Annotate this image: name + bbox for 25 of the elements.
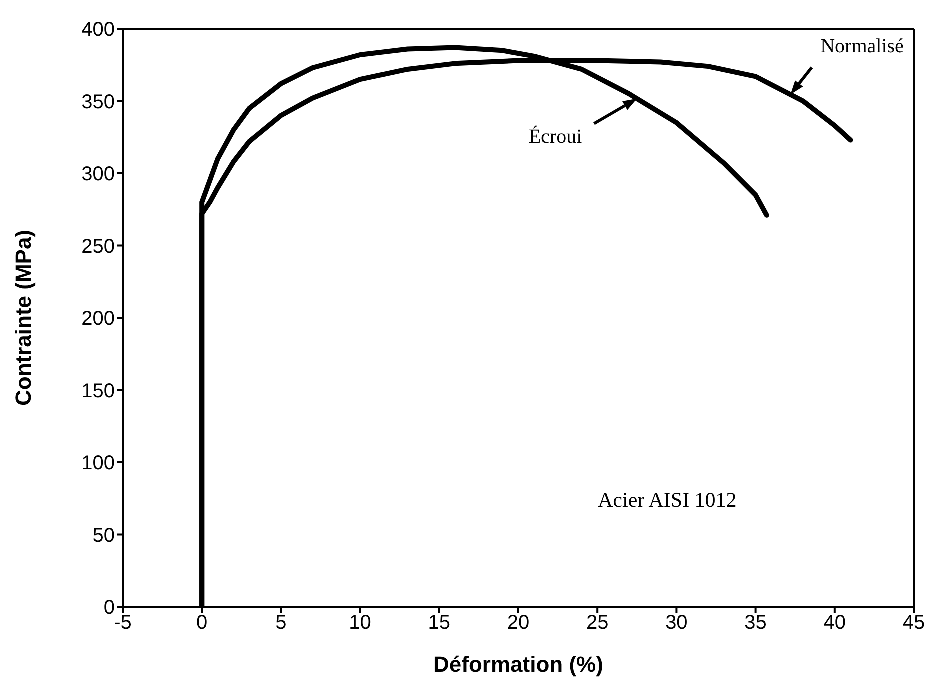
x-tick-label: 0 xyxy=(196,612,208,634)
x-tick-label: 20 xyxy=(507,612,530,634)
y-tick-label: 150 xyxy=(82,380,115,402)
y-axis-title: Contrainte (MPa) xyxy=(10,230,36,406)
x-axis-title: Déformation (%) xyxy=(434,652,604,677)
x-tick-label: 5 xyxy=(276,612,287,634)
x-tick-label: 35 xyxy=(744,612,767,634)
x-tick-label: 25 xyxy=(586,612,609,634)
x-tick-label: 40 xyxy=(824,612,846,634)
x-tick-label: 15 xyxy=(428,612,451,634)
y-tick-label: 300 xyxy=(82,164,115,186)
text: Normalisé xyxy=(820,36,904,58)
x-tick-label: 30 xyxy=(666,612,688,634)
y-tick-label: 350 xyxy=(82,91,115,114)
y-tick-label: 100 xyxy=(82,452,115,475)
x-tick-label: 45 xyxy=(902,612,926,634)
annotation: Acier AISI 1012 xyxy=(598,488,737,513)
text: Écroui xyxy=(528,124,583,148)
y-tick-label: 50 xyxy=(92,524,115,547)
y-tick-label: 0 xyxy=(104,597,115,620)
y-tick-label: 200 xyxy=(82,308,115,330)
x-tick-label: -5 xyxy=(114,612,132,634)
y-tick-label: 400 xyxy=(82,19,115,42)
x-tick-label: 10 xyxy=(349,612,372,634)
y-tick-label: 250 xyxy=(82,236,115,258)
